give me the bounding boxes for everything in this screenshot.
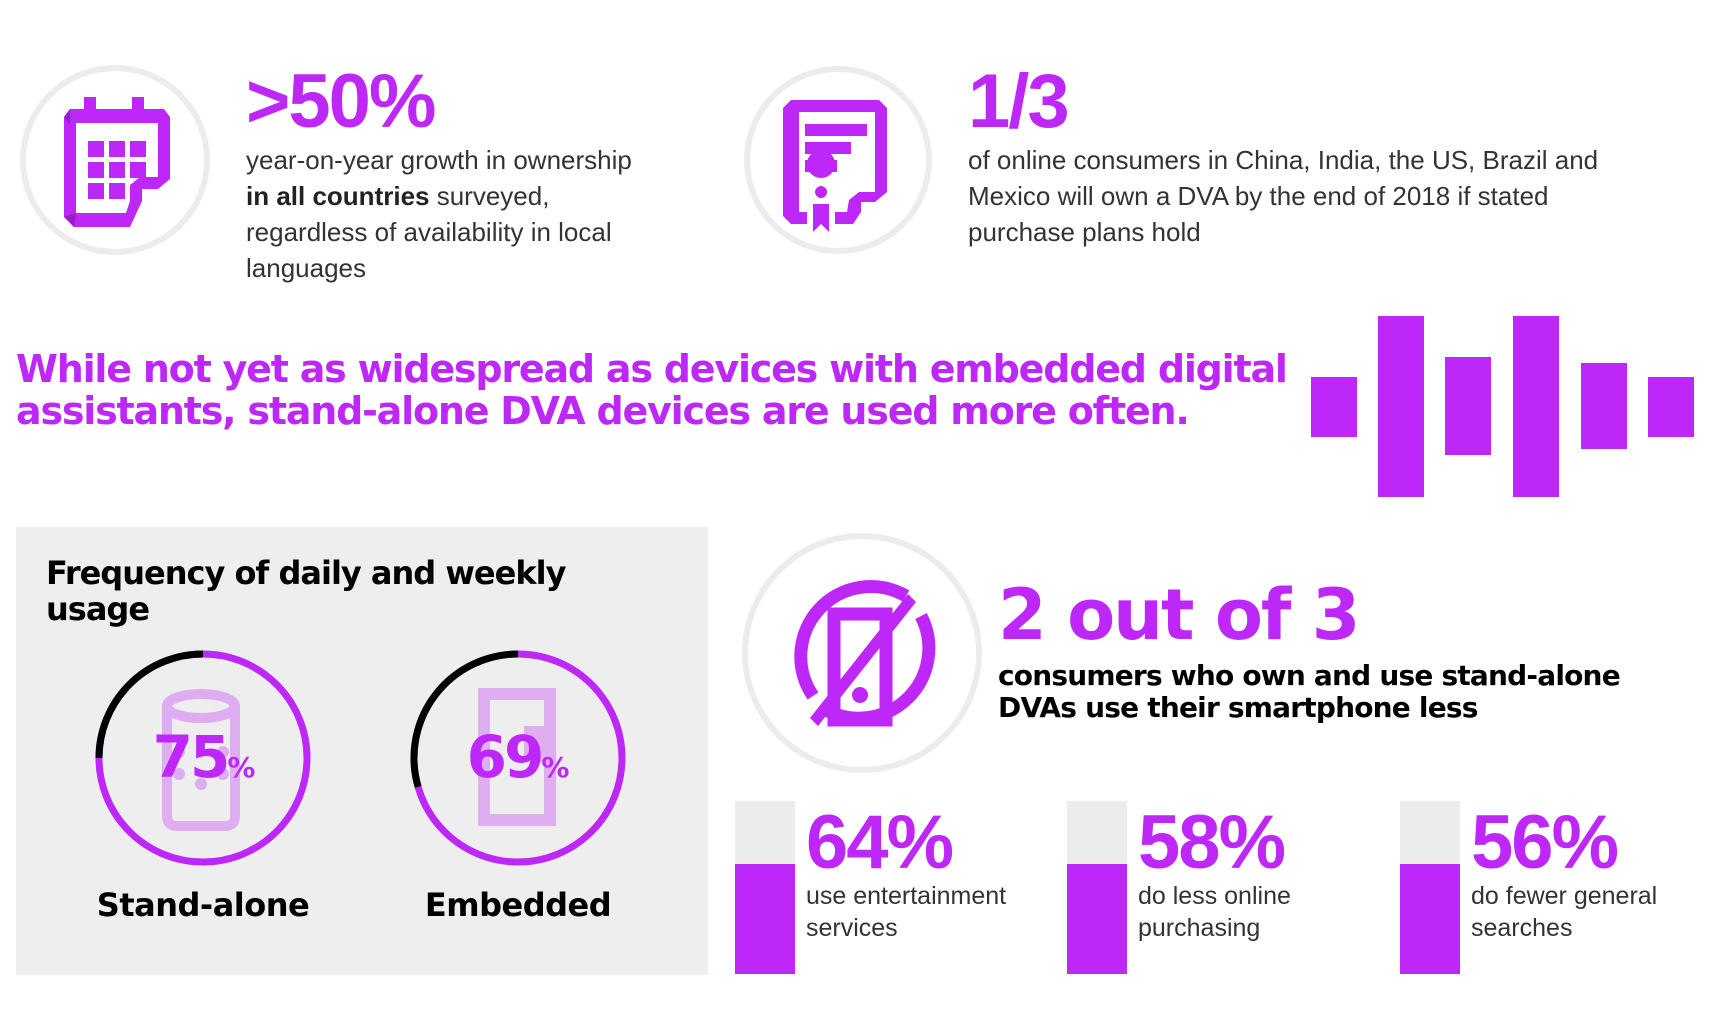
certificate-icon: [783, 100, 887, 232]
section-headline: While not yet as widespread as devices w…: [16, 348, 1296, 432]
purchasing-line-1: do less online: [1138, 882, 1291, 910]
embedded-donut-value: 69%: [408, 728, 628, 786]
usage-panel-title: Frequency of daily and weekly usage: [46, 554, 566, 628]
searches-description: do fewer general searches: [1471, 880, 1726, 944]
entertainment-bar: [735, 801, 795, 974]
ownership-line-3: purchase plans hold: [968, 217, 1201, 247]
entertainment-line-1: use entertainment: [806, 882, 1007, 910]
embedded-value-number: 69: [466, 723, 545, 791]
smartphone-stat-value: 2 out of 3: [998, 574, 1360, 656]
entertainment-value: 64%: [806, 800, 954, 885]
searches-value: 56%: [1471, 800, 1619, 885]
standalone-value-number: 75: [152, 723, 231, 791]
ownership-stat-value: 1/3: [968, 59, 1070, 144]
growth-line-3: regardless of availability in local: [246, 217, 612, 247]
entertainment-bar-fill: [735, 864, 795, 974]
smartphone-line-2: DVAs use their smartphone less: [998, 691, 1478, 724]
purchasing-value: 58%: [1138, 800, 1286, 885]
wave-bar: [1311, 377, 1357, 437]
searches-line-1: do fewer general: [1471, 882, 1658, 910]
purchasing-line-2: purchasing: [1138, 914, 1261, 942]
purchasing-description: do less online purchasing: [1138, 880, 1398, 944]
searches-bar-fill: [1400, 864, 1460, 974]
growth-stat-value: >50%: [246, 59, 436, 144]
searches-bar: [1400, 801, 1460, 974]
ownership-line-2: Mexico will own a DVA by the end of 2018…: [968, 181, 1549, 211]
standalone-donut-chart: [95, 650, 311, 866]
entertainment-description: use entertainment services: [806, 880, 1066, 944]
embedded-label: Embedded: [424, 886, 612, 924]
embedded-donut-chart: [410, 650, 626, 866]
calendar-icon: [64, 97, 170, 227]
entertainment-line-2: services: [806, 914, 898, 942]
purchasing-bar: [1067, 801, 1127, 974]
no-smartphone-icon: [794, 580, 936, 727]
usage-frequency-panel: [16, 527, 708, 975]
smartphone-stat-description: consumers who own and use stand-alone DV…: [998, 660, 1698, 724]
growth-line-2-rest: surveyed,: [429, 181, 550, 211]
purchasing-bar-fill: [1067, 864, 1127, 974]
headline-line-1: While not yet as widespread as devices w…: [16, 347, 1288, 391]
wave-bar: [1445, 357, 1491, 455]
no-smartphone-icon-circle: [742, 533, 982, 773]
embedded-value-unit: %: [541, 751, 570, 784]
smartphone-icon: [478, 688, 556, 826]
smartphone-line-1: consumers who own and use stand-alone: [998, 659, 1621, 692]
growth-line-1: year-on-year growth in ownership: [246, 145, 632, 175]
wave-bar: [1648, 377, 1694, 437]
growth-stat-description: year-on-year growth in ownership in all …: [246, 142, 686, 286]
searches-line-2: searches: [1471, 914, 1573, 942]
ownership-line-1: of online consumers in China, India, the…: [968, 145, 1599, 175]
standalone-value-unit: %: [227, 751, 256, 784]
ownership-stat-description: of online consumers in China, India, the…: [968, 142, 1688, 250]
smart-speaker-icon: [162, 689, 240, 831]
headline-line-2: assistants, stand-alone DVA devices are …: [16, 389, 1190, 433]
growth-line-2-bold: in all countries: [246, 181, 430, 211]
standalone-label: Stand-alone: [96, 886, 310, 924]
growth-line-2: in all countries surveyed,: [246, 178, 686, 214]
wave-bar: [1581, 363, 1627, 449]
standalone-donut-value: 75%: [94, 728, 314, 786]
wave-bar: [1378, 316, 1424, 497]
growth-line-4: languages: [246, 253, 366, 283]
wave-bar: [1513, 316, 1559, 497]
